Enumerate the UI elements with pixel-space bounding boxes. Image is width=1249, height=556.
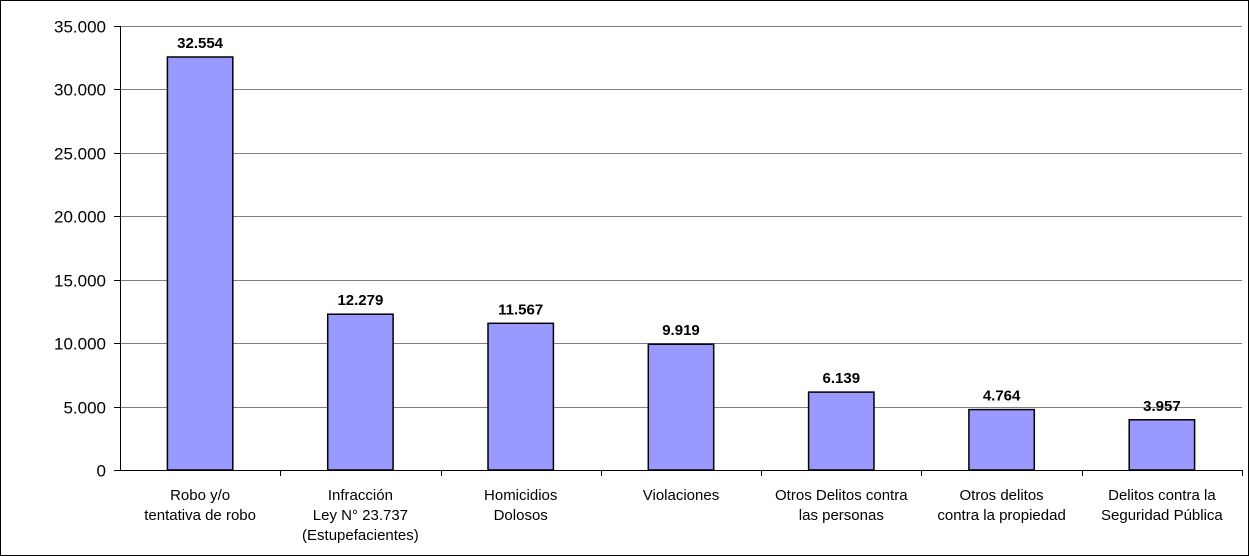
data-label: 9.919 (662, 322, 700, 339)
y-tick-label: 0 (97, 462, 106, 481)
bar (326, 313, 394, 471)
y-tick-label: 35.000 (54, 18, 106, 37)
data-label: 6.139 (823, 370, 861, 387)
y-tick-label: 5.000 (63, 399, 106, 418)
data-label: 4.764 (983, 388, 1021, 405)
x-category-label: Violaciones (643, 487, 719, 504)
data-label: 12.279 (337, 292, 383, 309)
y-tick-label: 15.000 (54, 272, 106, 291)
bars (166, 56, 1196, 471)
x-category-label-line: contra la propiedad (937, 507, 1065, 524)
x-category-label: Homicidios Dolosos (484, 487, 557, 524)
bar (807, 391, 875, 471)
gridlines (120, 26, 1242, 408)
x-category-label: Otros delitos contra la propiedad (937, 487, 1065, 524)
y-tick-label: 20.000 (54, 208, 106, 227)
x-category-labels: Robo y/o tentativa de robo Infracción Ley N… (144, 487, 1223, 544)
bar (647, 343, 715, 471)
x-category-label: Delitos contra la Seguridad Pública (1101, 487, 1223, 524)
data-labels: 32.554 12.279 11.567 9.919 6.139 4.764 3.957 (177, 35, 1181, 415)
y-tick-label: 10.000 (54, 335, 106, 354)
data-label: 3.957 (1143, 398, 1181, 415)
x-category-label-line: Ley N° 23.737 (313, 507, 408, 524)
data-label: 32.554 (177, 35, 224, 52)
x-category-label-line: (Estupefacientes) (302, 527, 419, 544)
data-label: 11.567 (498, 301, 543, 318)
x-category-label-line: Otros Delitos contra (775, 487, 908, 504)
y-tick-label: 30.000 (54, 81, 106, 100)
x-category-label-line: Infracción (328, 487, 393, 504)
x-category-label: Otros Delitos contra las personas (775, 487, 908, 524)
x-category-label-line: tentativa de robo (144, 507, 256, 524)
x-category-label-line: Otros delitos (959, 487, 1043, 504)
x-category-label-line: Delitos contra la (1108, 487, 1216, 504)
axes (114, 26, 1243, 476)
x-category-label-line: Robo y/o (170, 487, 230, 504)
x-category-label-line: Seguridad Pública (1101, 507, 1223, 524)
y-tick-label: 25.000 (54, 145, 106, 164)
x-category-label: Infracción Ley N° 23.737 (Estupefacientes) (302, 487, 419, 544)
x-category-label-line: Homicidios (484, 487, 557, 504)
x-category-label: Robo y/o tentativa de robo (144, 487, 256, 524)
y-tick-labels: 0 5.000 10.000 15.000 20.000 25.000 30.000 35.0… (54, 18, 106, 481)
x-category-label-line: Dolosos (494, 507, 548, 524)
bar (487, 322, 555, 471)
bar (968, 408, 1036, 471)
bar (1128, 419, 1196, 471)
x-category-label-line: las personas (799, 507, 884, 524)
x-category-label-line: Violaciones (643, 487, 719, 504)
bar (166, 56, 234, 471)
